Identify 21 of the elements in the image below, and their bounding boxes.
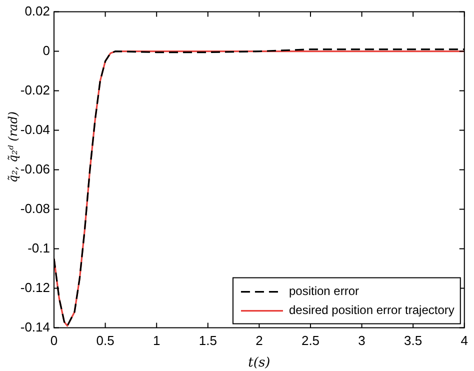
y-tick-label: -0.06	[20, 161, 50, 176]
y-tick-label: -0.14	[20, 319, 50, 334]
x-tick-label: 0.5	[96, 333, 114, 348]
y-tick-label: 0	[42, 42, 50, 58]
y-tick-label: -0.02	[20, 82, 50, 98]
x-tick-label: 3	[358, 333, 366, 348]
x-tick-label: 4	[460, 333, 468, 348]
legend-label: position error	[288, 284, 360, 298]
x-tick-label: 2	[256, 333, 263, 348]
x-tick-label: 1.5	[198, 333, 217, 348]
x-tick-label: 2.5	[301, 333, 320, 348]
x-tick-label: 3.5	[404, 333, 422, 348]
y-axis-title: q̃₂, q̃₂ᵈ (rad)	[6, 110, 20, 185]
x-tick-label: 1	[152, 333, 160, 348]
y-tick-label: -0.12	[20, 280, 50, 295]
y-tick-label: -0.08	[20, 200, 50, 216]
y-tick-label: -0.1	[28, 240, 50, 256]
y-tick-label: -0.04	[20, 122, 50, 137]
y-tick-label: 0.02	[24, 3, 50, 18]
x-axis-title: t(s)	[248, 356, 270, 371]
legend-label: desired position error trajectory	[288, 303, 454, 318]
